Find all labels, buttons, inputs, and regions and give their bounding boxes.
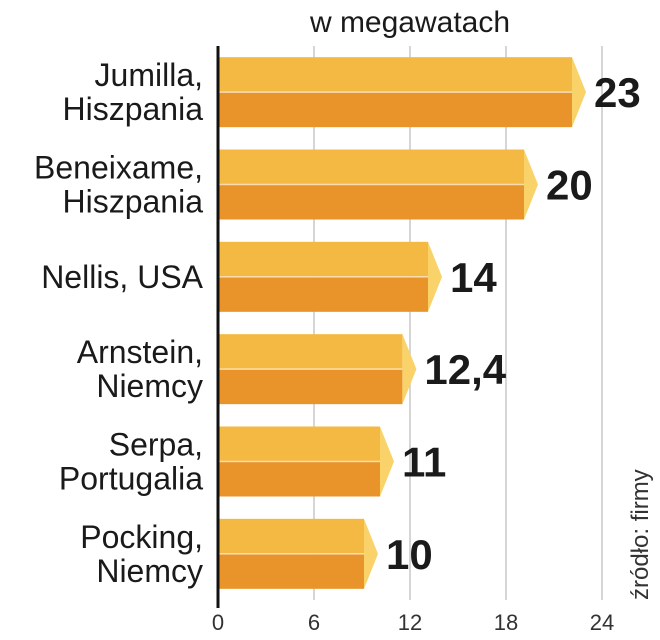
bar-bottom-face — [218, 553, 364, 589]
bar-bottom-face — [218, 276, 428, 312]
bar-cap — [402, 334, 417, 405]
bar-bottom-face — [218, 92, 572, 128]
bar — [218, 518, 378, 589]
bar — [218, 57, 586, 128]
category-label: Pocking, Niemcy — [80, 519, 203, 589]
category-label: Serpa, Portugalia — [59, 427, 203, 497]
bar — [218, 334, 417, 405]
value-label: 20 — [546, 162, 593, 209]
x-tick-label: 18 — [494, 610, 518, 635]
bars — [218, 57, 586, 589]
bar-top-face — [218, 241, 428, 277]
value-label: 12,4 — [424, 346, 506, 393]
bar-top-face — [218, 334, 403, 370]
source-label: źródło: firmy — [627, 469, 654, 600]
category-labels: Jumilla, Hiszpania Beneixame, Hiszpania Nell… — [34, 57, 204, 589]
category-label: Nellis, USA — [41, 259, 203, 295]
bar-top-face — [218, 426, 380, 462]
x-tick-label: 0 — [212, 610, 224, 635]
x-tick-label: 6 — [308, 610, 320, 635]
category-label: Arnstein, Niemcy — [77, 334, 203, 404]
bar-top-face — [218, 57, 572, 93]
bar — [218, 241, 442, 312]
category-label: Jumilla, Hiszpania — [62, 57, 203, 127]
bar — [218, 149, 538, 220]
value-label: 23 — [594, 69, 641, 116]
bar-bottom-face — [218, 369, 403, 405]
bar-bottom-face — [218, 184, 524, 220]
x-tick-label: 24 — [590, 610, 614, 635]
bar-top-face — [218, 149, 524, 185]
value-label: 11 — [402, 439, 446, 486]
x-tick-label: 12 — [398, 610, 422, 635]
bar-cap — [364, 518, 378, 589]
unit-label: w megawatach — [309, 6, 510, 39]
bar-cap — [428, 241, 442, 312]
value-label: 14 — [450, 254, 497, 301]
bar-cap — [572, 57, 586, 128]
bar-cap — [524, 149, 538, 220]
bar-bottom-face — [218, 461, 380, 497]
category-label: Beneixame, Hiszpania — [34, 150, 203, 220]
gridlines — [313, 46, 603, 600]
bar-top-face — [218, 518, 364, 554]
bar-cap — [380, 426, 394, 497]
x-tick-labels: 0 6 12 18 24 — [212, 610, 614, 635]
bar — [218, 426, 394, 497]
value-label: 10 — [386, 531, 433, 578]
